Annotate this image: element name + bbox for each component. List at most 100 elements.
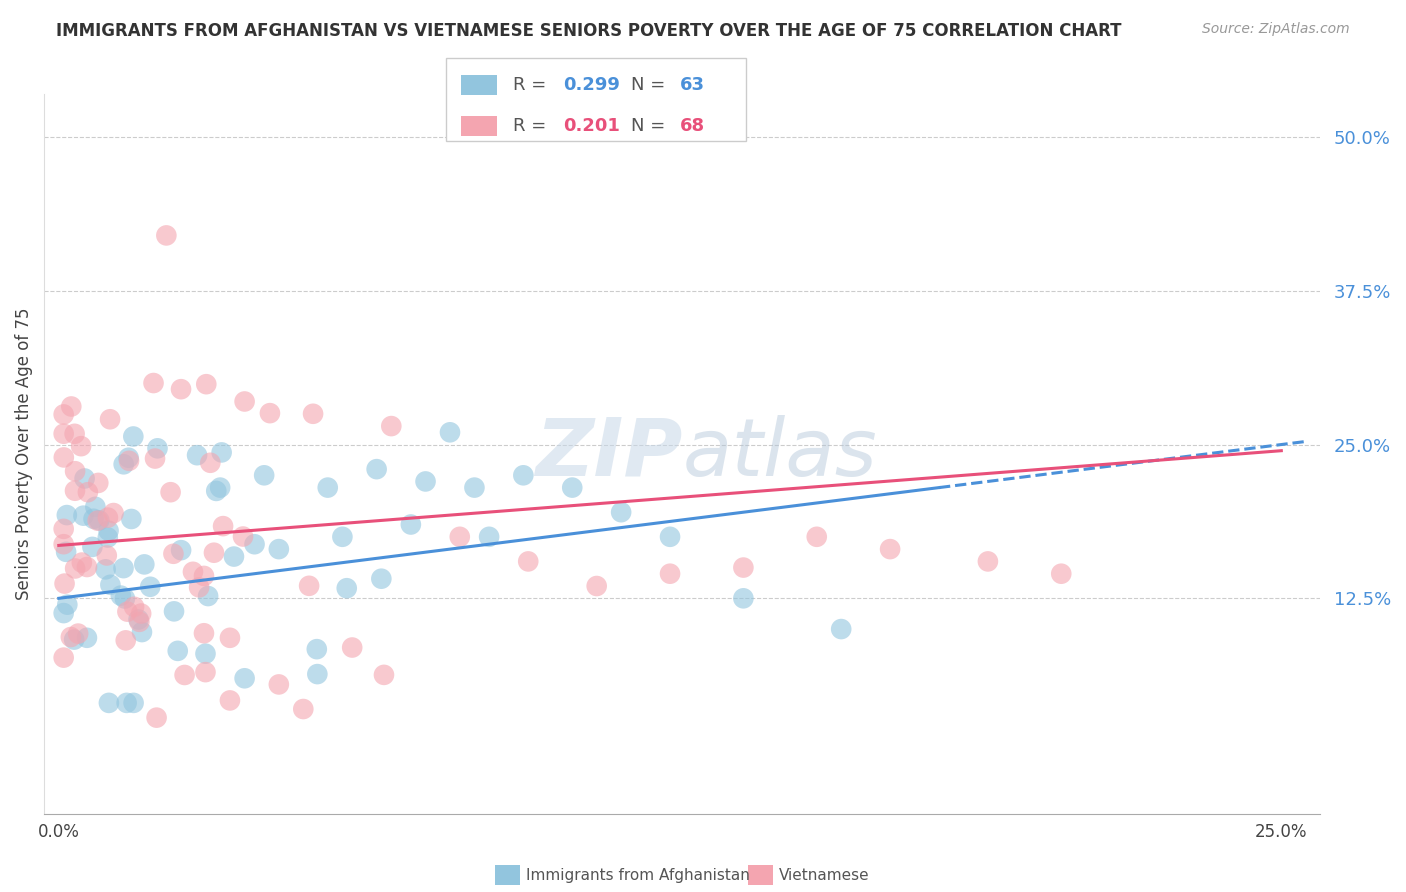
Point <box>145 711 167 725</box>
Point <box>56 598 79 612</box>
Point <box>60 400 83 414</box>
Point <box>233 671 256 685</box>
Point <box>188 580 211 594</box>
Point <box>733 591 755 606</box>
Point <box>267 677 290 691</box>
Point <box>70 439 93 453</box>
Text: IMMIGRANTS FROM AFGHANISTAN VS VIETNAMESE SENIORS POVERTY OVER THE AGE OF 75 COR: IMMIGRANTS FROM AFGHANISTAN VS VIETNAMES… <box>56 22 1122 40</box>
Point <box>253 468 276 483</box>
Point <box>67 626 90 640</box>
Point <box>77 485 100 500</box>
Point <box>120 512 142 526</box>
Point <box>122 599 145 614</box>
Point <box>977 554 1000 568</box>
Point <box>517 554 540 568</box>
Point <box>659 566 682 581</box>
Point <box>166 644 188 658</box>
Point <box>370 572 392 586</box>
Point <box>170 382 193 396</box>
Point <box>103 506 125 520</box>
Point <box>233 394 256 409</box>
Point <box>52 522 75 536</box>
Point <box>52 408 75 422</box>
Point <box>52 606 75 620</box>
Point <box>212 519 235 533</box>
Point <box>449 530 471 544</box>
Point <box>380 419 402 434</box>
Point <box>733 560 755 574</box>
Text: N =: N = <box>631 76 671 94</box>
Point <box>131 625 153 640</box>
Text: R =: R = <box>513 76 551 94</box>
Text: 68: 68 <box>679 117 704 136</box>
Point <box>63 483 86 498</box>
Point <box>146 442 169 456</box>
Point <box>222 549 245 564</box>
Point <box>181 565 204 579</box>
Text: 0.299: 0.299 <box>564 76 620 94</box>
FancyBboxPatch shape <box>446 58 747 141</box>
Point <box>86 514 108 528</box>
Point <box>55 545 77 559</box>
FancyBboxPatch shape <box>461 116 498 136</box>
FancyBboxPatch shape <box>461 75 498 95</box>
Text: 63: 63 <box>679 76 704 94</box>
Point <box>112 458 135 472</box>
Point <box>399 517 422 532</box>
Point <box>52 650 75 665</box>
Point <box>142 376 165 390</box>
Text: R =: R = <box>513 117 551 136</box>
Point <box>292 702 315 716</box>
Point <box>366 462 388 476</box>
Point <box>87 475 110 490</box>
Point <box>70 556 93 570</box>
Point <box>96 549 118 563</box>
Point <box>94 562 117 576</box>
Point <box>97 524 120 538</box>
Point <box>155 228 177 243</box>
Point <box>336 581 359 595</box>
Text: ZIP: ZIP <box>534 415 682 492</box>
Point <box>72 508 94 523</box>
Point <box>76 631 98 645</box>
Point <box>128 612 150 626</box>
Point <box>129 607 152 621</box>
Point <box>219 693 242 707</box>
Point <box>373 668 395 682</box>
Point <box>415 475 437 489</box>
Point <box>117 605 139 619</box>
Point <box>197 589 219 603</box>
Point <box>83 512 105 526</box>
Point <box>211 445 233 459</box>
Point <box>186 448 208 462</box>
Point <box>117 450 139 465</box>
Point <box>173 668 195 682</box>
Point <box>439 425 461 440</box>
Point <box>194 647 217 661</box>
Point <box>561 481 583 495</box>
Point <box>76 560 98 574</box>
Point <box>307 667 329 681</box>
Point <box>1050 566 1073 581</box>
Point <box>205 483 228 498</box>
Point <box>305 642 328 657</box>
Point <box>100 578 122 592</box>
Point <box>170 543 193 558</box>
Point <box>63 632 86 647</box>
Point <box>134 558 156 572</box>
Point <box>122 696 145 710</box>
Point <box>463 481 485 495</box>
Point <box>478 530 501 544</box>
Point <box>610 505 633 519</box>
Point <box>110 589 132 603</box>
Point <box>200 456 222 470</box>
Text: Immigrants from Afghanistan: Immigrants from Afghanistan <box>526 868 749 882</box>
Point <box>162 547 184 561</box>
Point <box>63 464 86 478</box>
Point <box>209 481 232 495</box>
Point <box>267 542 290 557</box>
Text: Vietnamese: Vietnamese <box>779 868 869 882</box>
Point <box>98 412 121 426</box>
Point <box>302 407 325 421</box>
Point <box>84 500 107 514</box>
